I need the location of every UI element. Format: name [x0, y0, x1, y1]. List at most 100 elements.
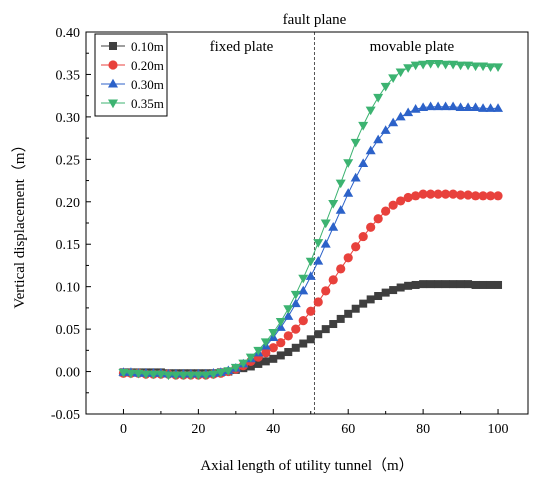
data-point [321, 325, 330, 334]
data-point [298, 316, 308, 326]
data-point [133, 369, 144, 379]
fault-plane-label: fault plane [283, 12, 347, 28]
data-point [125, 369, 136, 379]
x-tick-label: 80 [416, 422, 430, 437]
data-point [148, 370, 159, 380]
data-point [118, 368, 129, 378]
data-point [403, 64, 414, 73]
data-point [478, 191, 488, 201]
data-point [245, 353, 256, 363]
data-point [358, 231, 368, 242]
data-point [485, 103, 496, 112]
data-point [329, 320, 338, 329]
y-tick-label: 0.10 [56, 281, 81, 296]
data-point [208, 370, 219, 380]
data-point [290, 290, 301, 300]
data-point [261, 357, 270, 366]
data-point [374, 292, 383, 301]
data-point [185, 371, 196, 381]
data-point [254, 359, 263, 368]
data-point [373, 214, 383, 224]
data-point [313, 297, 323, 307]
data-point [419, 280, 428, 289]
data-point [380, 125, 391, 134]
data-point [313, 256, 324, 265]
x-tick-label: 20 [191, 422, 205, 437]
data-point [336, 314, 345, 323]
data-point [230, 363, 241, 373]
data-point [395, 68, 406, 78]
data-point [448, 189, 458, 199]
data-point [388, 117, 399, 127]
data-point [305, 257, 316, 267]
data-point [395, 111, 406, 121]
data-point [200, 371, 211, 381]
data-point [269, 354, 278, 363]
data-point [388, 200, 398, 210]
data-point [411, 191, 421, 201]
legend-marker [108, 99, 118, 109]
data-point [449, 280, 458, 289]
data-point [403, 107, 414, 117]
x-tick-label: 40 [266, 422, 280, 437]
data-point [366, 222, 376, 232]
x-tick-label: 60 [341, 422, 355, 437]
data-point [268, 343, 278, 353]
data-point [223, 367, 234, 376]
y-axis-title: Vertical displacement（m） [11, 137, 28, 308]
y-tick-label: 0.35 [56, 68, 81, 83]
legend-label: 0.30m [131, 77, 164, 92]
data-point [314, 330, 323, 339]
data-point [328, 200, 339, 209]
data-point [306, 306, 316, 316]
data-point [291, 324, 301, 334]
data-point [276, 338, 286, 348]
data-point [140, 370, 151, 380]
data-point [388, 74, 399, 84]
data-point [170, 371, 181, 381]
legend-label: 0.20m [131, 58, 164, 73]
data-point [373, 134, 384, 144]
data-point [494, 280, 503, 289]
data-point [284, 348, 293, 357]
data-point [253, 346, 264, 356]
data-point [261, 348, 271, 358]
data-point [479, 280, 488, 289]
y-tick-label: 0.40 [56, 26, 81, 41]
data-point [328, 275, 338, 285]
data-point [321, 286, 331, 296]
data-point [178, 371, 189, 381]
data-point [260, 338, 271, 348]
data-point [441, 280, 450, 289]
data-point [455, 190, 466, 200]
series-layer [118, 59, 504, 381]
legend-label: 0.35m [131, 96, 164, 111]
legend-label: 0.10m [131, 39, 164, 54]
data-point [463, 190, 473, 200]
data-point [470, 102, 481, 112]
data-point [335, 205, 346, 214]
data-point [486, 280, 495, 289]
data-point [485, 63, 496, 73]
data-point [343, 188, 354, 197]
data-point [358, 121, 369, 131]
data-point [433, 101, 444, 111]
data-point [426, 189, 436, 199]
data-point [410, 104, 421, 113]
axes: -0.05 0.00 0.05 0.10 0.15 0.20 0.25 0.30 0.35 0.4… [51, 26, 509, 437]
data-point [238, 359, 249, 369]
data-point [320, 219, 331, 229]
data-point [344, 309, 353, 318]
x-tick-label: 0 [120, 422, 127, 437]
data-point [470, 62, 481, 72]
data-point [351, 304, 360, 313]
y-tick-label: 0.15 [56, 238, 81, 253]
data-point [418, 102, 429, 112]
data-point [276, 351, 285, 360]
data-point [313, 239, 324, 248]
data-point [381, 206, 391, 216]
data-point [193, 371, 204, 381]
data-point [328, 222, 339, 231]
data-point [343, 159, 354, 168]
